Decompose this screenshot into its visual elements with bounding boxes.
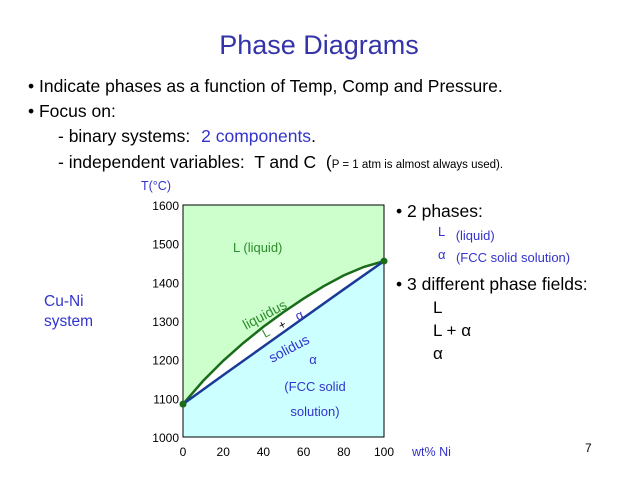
ni-melting-point <box>380 257 388 265</box>
plot-frame <box>182 204 385 438</box>
x-tick-label: 0 <box>180 445 187 459</box>
x-tick-label: 20 <box>217 445 231 459</box>
bullet-focus-on: • Focus on: <box>28 101 116 121</box>
phase1-symbol: L <box>438 224 446 239</box>
binary-systems-suffix: . <box>311 126 316 146</box>
y-axis-title: T(°C) <box>141 179 171 193</box>
phase1-desc: (liquid) <box>455 228 495 243</box>
y-tick-label: 1200 <box>152 354 179 368</box>
phase1-row: L (liquid) <box>438 224 495 245</box>
phase2-row: α (FCC solid solution) <box>438 247 570 267</box>
three-fields-title: • 3 different phase fields: <box>396 274 588 294</box>
slide-title: Phase Diagrams <box>219 30 419 60</box>
x-tick-label: 40 <box>257 445 271 459</box>
system-label-line2: system <box>44 313 94 330</box>
liquid-region <box>183 205 384 405</box>
field-alpha: α <box>433 344 443 363</box>
system-label: Cu-Ni system <box>44 292 93 332</box>
x-tick-label: 60 <box>297 445 311 459</box>
pressure-note: P = 1 atm is almost always used). <box>331 159 504 171</box>
sub-bullet-independent-variables: - independent variables: T and C (P = 1 … <box>58 152 503 173</box>
cu-melting-point <box>179 400 187 408</box>
phase2-desc: (FCC solid solution) <box>455 250 571 265</box>
page-number: 7 <box>585 441 592 455</box>
field-two-phase: L + α <box>433 321 472 340</box>
solid-desc-line1: (FCC solid <box>284 379 345 394</box>
x-tick-label: 80 <box>337 445 351 459</box>
solidus-line <box>182 260 385 406</box>
y-tick-label: 1100 <box>153 392 179 406</box>
sub-bullet-binary-systems: - binary systems: 2 components. <box>58 126 316 147</box>
solid-alpha-region <box>183 261 384 437</box>
x-axis-title: wt% Ni <box>411 445 451 459</box>
solid-desc-line2: solution) <box>290 404 339 419</box>
bullet-phases-function: • Indicate phases as a function of Temp,… <box>28 76 503 96</box>
y-tick-label: 1400 <box>152 276 179 290</box>
binary-systems-prefix: - binary systems: <box>58 126 191 146</box>
solid-alpha-label: α <box>309 352 317 367</box>
two-phases-title: • 2 phases: <box>396 201 483 221</box>
liquid-region-label: L (liquid) <box>233 240 282 255</box>
liquidus-line <box>182 259 385 405</box>
independent-variables-text: - independent variables: T and C ( <box>58 152 332 172</box>
y-tick-label: 1600 <box>152 199 179 213</box>
system-label-line1: Cu-Ni <box>44 293 84 310</box>
y-tick-label: 1000 <box>152 431 179 445</box>
two-components-highlight: 2 components <box>201 126 312 146</box>
x-tick-label: 100 <box>374 445 394 459</box>
phase2-symbol: α <box>438 247 446 262</box>
field-liquid: L <box>433 298 443 317</box>
y-tick-label: 1500 <box>152 238 179 252</box>
y-tick-label: 1300 <box>152 315 179 329</box>
